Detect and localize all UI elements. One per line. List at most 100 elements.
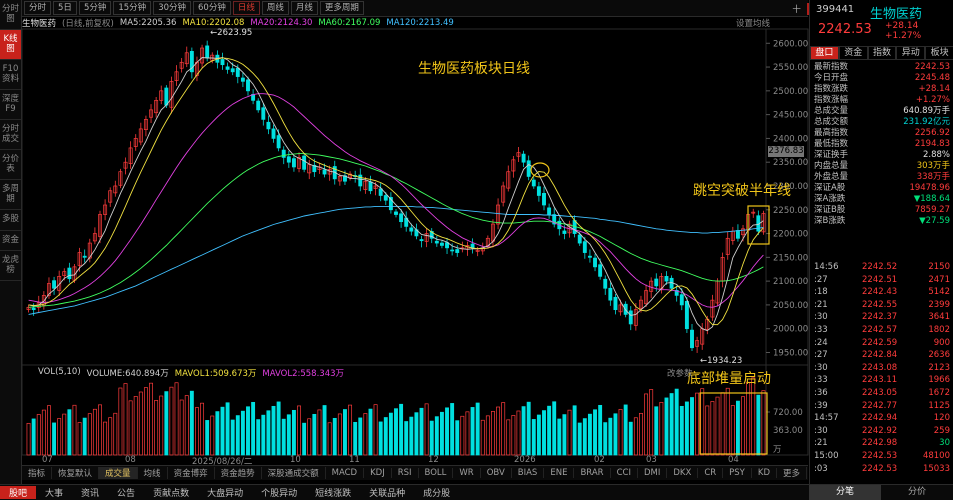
volume-bar <box>348 404 353 456</box>
tick-vol: 2399 <box>928 299 950 310</box>
right-tab-4[interactable]: 板块 <box>925 46 953 60</box>
volume-bar <box>118 387 123 456</box>
sidebar-item-4[interactable]: 分时成交 <box>0 120 21 150</box>
volume-bar <box>179 399 184 456</box>
volume-bar <box>674 388 679 456</box>
sidebar-item-3[interactable]: 深度F9 <box>0 90 21 120</box>
volume-bar <box>654 406 659 456</box>
indicator-tab-16[interactable]: CCI <box>611 468 638 478</box>
volume-bar <box>240 410 245 456</box>
period-0[interactable]: 分时 <box>24 1 52 15</box>
tick-price: 2242.98 <box>862 438 898 449</box>
bottom-tab-2[interactable]: 资讯 <box>81 489 100 499</box>
indicator-tab-21[interactable]: KD <box>752 468 777 478</box>
sidebar-item-1[interactable]: K线图 <box>0 30 21 60</box>
indicator-tab-15[interactable]: BRAR <box>574 468 611 478</box>
indicator-tab-7[interactable]: MACD <box>326 468 365 478</box>
volume-bar <box>639 412 643 456</box>
price-tick-label: 2300.00 <box>773 182 808 192</box>
period-4[interactable]: 30分钟 <box>153 1 192 15</box>
period-9[interactable]: 更多周期 <box>319 1 364 15</box>
indicator-tab-2[interactable]: 成交量 <box>99 467 138 479</box>
bottom-tab-7[interactable]: 短线涨跌 <box>315 489 352 499</box>
indicator-tab-0[interactable]: 指标 <box>22 467 53 479</box>
period-6[interactable]: 日线 <box>232 1 260 15</box>
indicator-tab-6[interactable]: 深股通成交额 <box>262 467 326 479</box>
bottom-tab-0[interactable]: 股吧 <box>0 486 37 499</box>
indicator-tab-20[interactable]: PSY <box>723 468 752 478</box>
period-8[interactable]: 月线 <box>290 1 318 15</box>
date-label-0: 07 <box>42 455 53 465</box>
indicator-tab-17[interactable]: DMI <box>638 468 668 478</box>
tick-time: 14:57 <box>814 413 839 424</box>
indicator-tab-11[interactable]: WR <box>453 468 481 478</box>
sidebar-item-8[interactable]: 资金 <box>0 231 21 251</box>
ma120-line <box>28 205 764 315</box>
indicator-tab-12[interactable]: OBV <box>481 468 512 478</box>
indicator-tab-13[interactable]: BIAS <box>512 468 545 478</box>
vol-param-button[interactable]: 改参数 <box>667 369 693 379</box>
bottom-tab-6[interactable]: 个股异动 <box>261 489 298 499</box>
volume-bar <box>327 422 332 456</box>
stat-row: 深B涨跌 ▼27.59 <box>814 216 950 227</box>
indicator-tab-3[interactable]: 均线 <box>138 467 168 479</box>
vol-tick-label: 363.00 <box>773 426 803 436</box>
candle-body <box>302 155 307 170</box>
toolbar-btn-0[interactable]: 十 <box>792 4 801 15</box>
tick-price: 2242.53 <box>862 451 898 461</box>
candle-body <box>358 174 363 187</box>
right-tabs: 盘口 资金 指数 异动 板块 <box>810 46 953 60</box>
right-tab-3[interactable]: 异动 <box>896 46 926 60</box>
volume-bar <box>312 413 317 456</box>
indicator-tab-18[interactable]: DKX <box>667 468 699 478</box>
period-2[interactable]: 5分钟 <box>78 1 112 15</box>
bottom-tab-4[interactable]: 贡献点数 <box>153 489 190 499</box>
indicator-tab-14[interactable]: ENE <box>544 468 575 478</box>
indicator-tab-5[interactable]: 资金趋势 <box>215 467 262 479</box>
tick-price: 2242.92 <box>862 425 898 436</box>
bottom-tab-9[interactable]: 成分股 <box>423 489 451 499</box>
sidebar-item-6[interactable]: 多周期 <box>0 180 21 210</box>
volume-bar <box>337 413 342 456</box>
candle-body <box>103 204 108 215</box>
indicator-tab-19[interactable]: CR <box>698 468 724 478</box>
sidebar-item-0[interactable]: 分时图 <box>0 0 21 30</box>
sidebar-item-9[interactable]: 龙虎榜 <box>0 251 21 281</box>
period-3[interactable]: 15分钟 <box>113 1 152 15</box>
indicator-tab-8[interactable]: KDJ <box>364 468 392 478</box>
bottom-tab-1[interactable]: 大事 <box>45 489 64 499</box>
bottom-tab-5[interactable]: 大盘异动 <box>207 489 244 499</box>
date-label-1: 08 <box>125 455 136 465</box>
sidebar-item-5[interactable]: 分价表 <box>0 150 21 180</box>
candle-body <box>751 211 756 214</box>
tick-vol: 2471 <box>928 274 950 285</box>
right-tab-2[interactable]: 指数 <box>867 46 897 60</box>
bottom-tab-8[interactable]: 关联品种 <box>369 489 406 499</box>
ma-settings[interactable]: 设置均线 <box>736 19 771 29</box>
indicator-tab-22[interactable]: 更多 <box>777 467 808 479</box>
sidebar-item-7[interactable]: 多股 <box>0 210 21 231</box>
volume-bar <box>363 413 368 456</box>
tick-price: 2242.84 <box>862 350 898 361</box>
period-7[interactable]: 周线 <box>261 1 289 15</box>
right-bottom-tab-0[interactable]: 分笔 <box>809 485 881 500</box>
sidebar-item-2[interactable]: F10资料 <box>0 60 21 90</box>
period-5[interactable]: 60分钟 <box>193 1 231 15</box>
indicator-tab-4[interactable]: 资金博弈 <box>168 467 215 479</box>
volume-bar <box>700 388 705 456</box>
indicator-tab-9[interactable]: RSI <box>392 468 419 478</box>
indicator-tab-10[interactable]: BOLL <box>419 468 454 478</box>
candle-body <box>516 152 521 157</box>
bottom-tab-3[interactable]: 公告 <box>117 489 136 499</box>
right-tab-1[interactable]: 资金 <box>838 46 868 60</box>
tick-price: 2242.37 <box>862 312 898 323</box>
stat-row: 指数涨跌 +28.14 <box>814 84 950 95</box>
volume-bar <box>557 418 562 456</box>
right-bottom-tab-1[interactable]: 分价 <box>907 487 926 497</box>
right-tab-0[interactable]: 盘口 <box>810 46 839 60</box>
candle-body <box>291 158 296 168</box>
period-1[interactable]: 5日 <box>53 1 77 15</box>
volume-bar <box>715 396 720 456</box>
indicator-tab-1[interactable]: 恢复默认 <box>52 467 100 479</box>
